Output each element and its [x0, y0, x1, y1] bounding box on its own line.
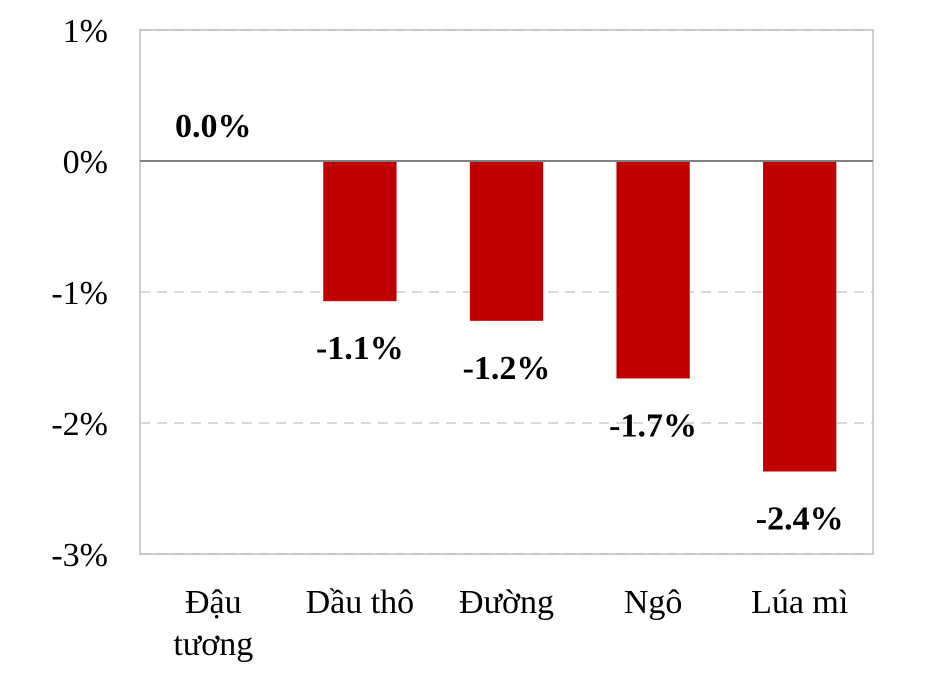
category-label: Dầu thô — [306, 584, 415, 621]
plot-frame — [139, 29, 874, 555]
bar — [763, 161, 837, 472]
category-labels: Đậu tương Dầu thô Đường Ngô Lúa mì — [173, 584, 848, 663]
data-label: -1.2% — [463, 350, 551, 387]
y-tick-label: -1% — [51, 275, 108, 312]
data-label: -1.7% — [609, 407, 697, 444]
category-label: Đậu tương — [173, 584, 253, 663]
bar — [469, 161, 544, 321]
y-tick-labels: 1% 0% -1% -2% -3% — [51, 13, 108, 574]
y-tick-label: -2% — [51, 406, 108, 443]
bars — [323, 161, 837, 472]
y-tick-label: 0% — [63, 144, 108, 181]
axes — [139, 29, 874, 555]
y-tick-label: 1% — [63, 13, 108, 50]
y-tick-label: -3% — [51, 537, 108, 574]
data-label: -1.1% — [316, 330, 404, 367]
bar — [323, 161, 397, 302]
category-label: Ngô — [624, 584, 683, 621]
data-labels: 0.0% -1.1% -1.2% -1.7% -2.4% — [175, 108, 844, 537]
category-label: Lúa mì — [751, 584, 848, 621]
bar — [616, 161, 690, 379]
data-label: -2.4% — [756, 500, 844, 537]
category-label: Đường — [459, 584, 554, 621]
data-label: 0.0% — [175, 108, 252, 145]
